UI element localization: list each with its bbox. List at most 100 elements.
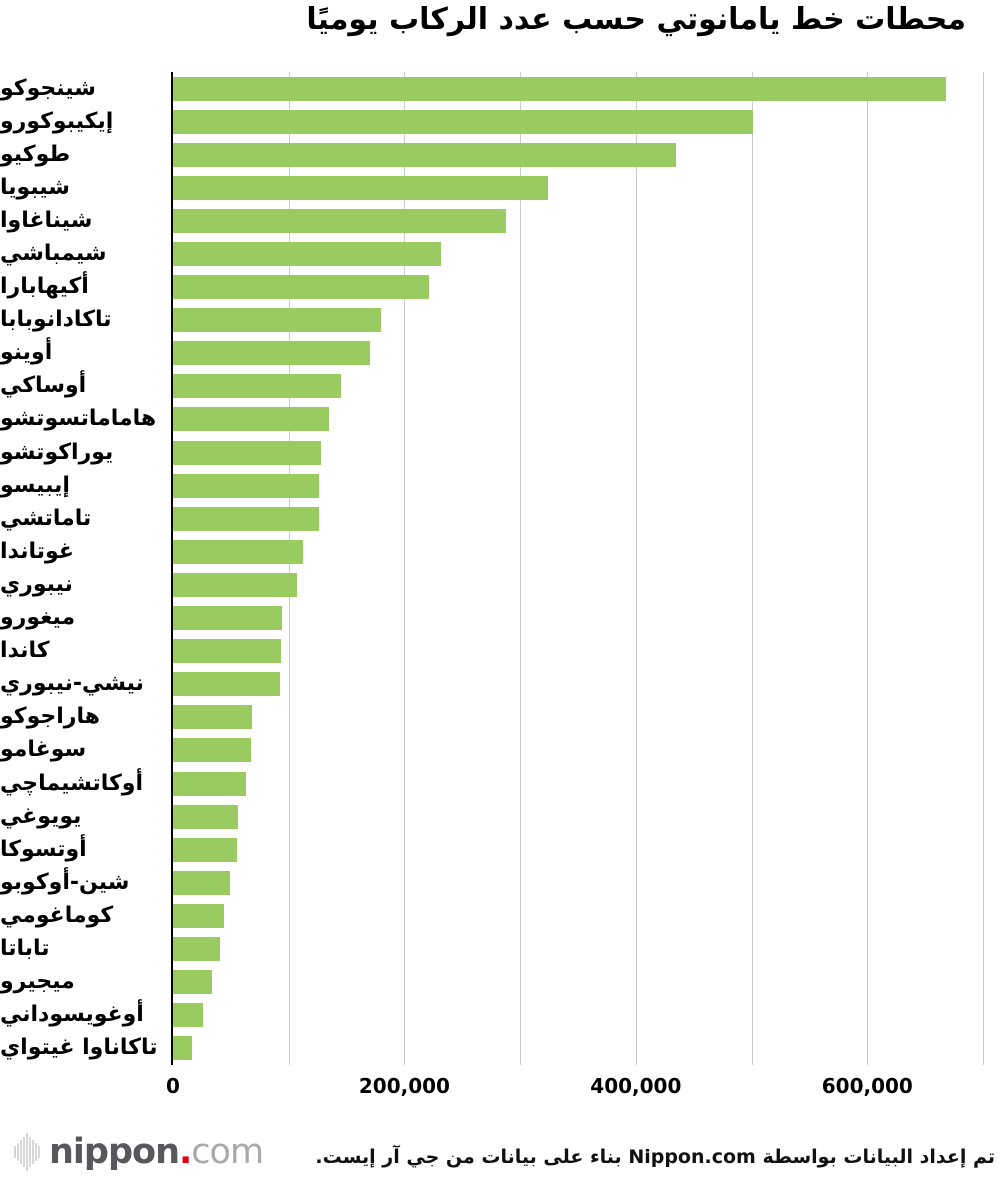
gridline <box>751 72 753 1065</box>
bar <box>173 341 370 366</box>
bar <box>173 738 252 763</box>
bar <box>173 208 507 233</box>
station-label: أكيهابارا <box>0 274 89 300</box>
bar <box>173 1003 203 1028</box>
bar-row <box>173 800 983 833</box>
bar-row <box>173 72 983 105</box>
bar <box>173 242 442 267</box>
bar <box>173 175 549 200</box>
bar <box>173 142 677 167</box>
bar <box>173 275 430 300</box>
bar <box>173 572 298 597</box>
bar-row <box>173 866 983 899</box>
station-label: تاماتشي <box>0 505 92 531</box>
x-tick-label: 200,000 <box>358 1074 450 1098</box>
station-label: يوراكوتشو <box>0 439 114 465</box>
bar-row <box>173 1032 983 1065</box>
bar <box>173 407 329 432</box>
station-label: غوتاندا <box>0 538 74 564</box>
bar-row <box>173 602 983 635</box>
bar <box>173 936 221 961</box>
station-label: إيبيسو <box>0 472 70 498</box>
station-label: هاماماتسوتشو <box>0 406 157 432</box>
station-label: أوساكي <box>0 373 87 399</box>
bar-row <box>173 436 983 469</box>
bar <box>173 308 382 333</box>
logo-dot: . <box>178 1131 192 1172</box>
bar-row <box>173 271 983 304</box>
x-tick-label: 400,000 <box>590 1074 682 1098</box>
bar-row <box>173 668 983 701</box>
bar <box>173 440 321 465</box>
bars-container <box>173 72 983 1065</box>
gridline <box>867 72 869 1065</box>
soundwave-icon <box>14 1133 40 1171</box>
gridline <box>983 72 984 1065</box>
gridline <box>520 72 522 1065</box>
logo-word: nippon <box>49 1131 180 1172</box>
bar <box>173 903 225 928</box>
bar-row <box>173 237 983 270</box>
bar-row <box>173 204 983 237</box>
y-axis-line <box>171 72 173 1065</box>
logo-tld: com <box>191 1131 264 1172</box>
station-label: أوتسوكا <box>0 836 87 862</box>
station-label: طوكيو <box>0 141 71 167</box>
station-label: كاندا <box>0 638 50 664</box>
station-label: كوماغومي <box>0 902 114 928</box>
nippon-logo: nippon. com <box>14 1130 264 1174</box>
x-tick-label: 0 <box>166 1074 180 1098</box>
bar-row <box>173 966 983 999</box>
bar-chart-plot <box>171 72 984 1065</box>
bar-row <box>173 635 983 668</box>
bar <box>173 771 247 796</box>
bar-row <box>173 469 983 502</box>
station-label: أوغويسوداني <box>0 1002 144 1028</box>
credit-text: تم إعداد البيانات بواسطة Nippon.com بناء… <box>315 1146 995 1168</box>
station-label: شيمباشي <box>0 241 107 267</box>
bar-row <box>173 337 983 370</box>
station-label: نيبوري <box>0 571 73 597</box>
station-label: شينجوكو <box>0 75 96 101</box>
station-label: سوغامو <box>0 737 87 763</box>
station-label: ميجيرو <box>0 969 75 995</box>
station-label: إيكيبوكورو <box>0 108 114 134</box>
station-label: شيناغاوا <box>0 207 93 233</box>
bar-row <box>173 701 983 734</box>
bar <box>173 837 237 862</box>
station-label: نيشي-نيبوري <box>0 671 144 697</box>
bar-row <box>173 767 983 800</box>
bar <box>173 506 319 531</box>
bar-row <box>173 734 983 767</box>
nippon-logo-text: nippon. com <box>49 1131 264 1172</box>
bar <box>173 473 320 498</box>
station-label: شيبويا <box>0 174 70 200</box>
station-label: تاكادانوبابا <box>0 307 112 333</box>
gridline <box>404 72 406 1065</box>
station-label: هاراجوكو <box>0 704 100 730</box>
station-label: تاباتا <box>0 935 50 961</box>
bar <box>173 639 281 664</box>
x-tick-label: 600,000 <box>821 1074 913 1098</box>
bar <box>173 76 946 101</box>
bar <box>173 374 342 399</box>
bar-row <box>173 999 983 1032</box>
bar <box>173 672 281 697</box>
bar-row <box>173 171 983 204</box>
station-label: يويوغي <box>0 803 82 829</box>
bar <box>173 804 239 829</box>
station-label: أوكاتشيماچي <box>0 770 144 796</box>
bar <box>173 1036 192 1061</box>
bar <box>173 539 303 564</box>
bar <box>173 705 252 730</box>
bar-row <box>173 370 983 403</box>
bar-row <box>173 138 983 171</box>
bar-row <box>173 403 983 436</box>
bar-row <box>173 304 983 337</box>
bar-row <box>173 535 983 568</box>
bar-row <box>173 833 983 866</box>
station-label: تاكاناوا غيتواي <box>0 1035 158 1061</box>
x-axis: 0 200,000 400,000 600,000 <box>166 1074 983 1102</box>
station-label: ميغورو <box>0 605 76 631</box>
page-title: محطات خط يامانوتي حسب عدد الركاب يوميًا <box>306 2 966 37</box>
